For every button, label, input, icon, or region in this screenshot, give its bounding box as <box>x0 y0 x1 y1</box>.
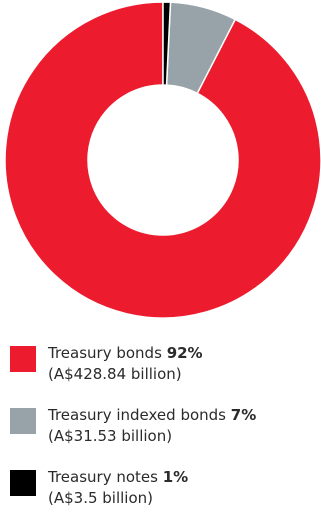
legend-label-treasury-notes: Treasury notes <box>48 468 158 486</box>
donut-slice-treasury-notes <box>162 1 172 86</box>
legend-swatch-treasury-notes <box>10 470 36 496</box>
legend-amount-treasury-indexed-bonds: (A$31.53 billion) <box>48 427 173 445</box>
chart-legend: Treasury bonds 92% (A$428.84 billion) Tr… <box>10 343 310 519</box>
donut-slice-treasury-bonds <box>4 1 321 319</box>
legend-item-treasury-notes: Treasury notes 1% (A$3.5 billion) <box>10 467 310 519</box>
legend-swatch-treasury-bonds <box>10 346 36 372</box>
legend-percent-treasury-bonds: 92% <box>166 344 203 362</box>
legend-swatch-treasury-indexed-bonds <box>10 408 36 434</box>
legend-text-treasury-indexed-bonds: Treasury indexed bonds 7% (A$31.53 billi… <box>48 405 256 447</box>
legend-text-treasury-bonds: Treasury bonds 92% (A$428.84 billion) <box>48 343 203 385</box>
legend-label-treasury-bonds: Treasury bonds <box>48 344 162 362</box>
legend-item-treasury-indexed-bonds: Treasury indexed bonds 7% (A$31.53 billi… <box>10 405 310 457</box>
legend-label-treasury-indexed-bonds: Treasury indexed bonds <box>48 406 226 424</box>
legend-text-treasury-notes: Treasury notes 1% (A$3.5 billion) <box>48 467 188 509</box>
donut-chart-svg <box>4 1 321 319</box>
legend-percent-treasury-indexed-bonds: 7% <box>230 406 257 424</box>
legend-item-treasury-bonds: Treasury bonds 92% (A$428.84 billion) <box>10 343 310 395</box>
legend-percent-treasury-notes: 1% <box>162 468 189 486</box>
donut-chart <box>4 1 321 319</box>
legend-amount-treasury-notes: (A$3.5 billion) <box>48 489 154 507</box>
legend-amount-treasury-bonds: (A$428.84 billion) <box>48 365 182 383</box>
